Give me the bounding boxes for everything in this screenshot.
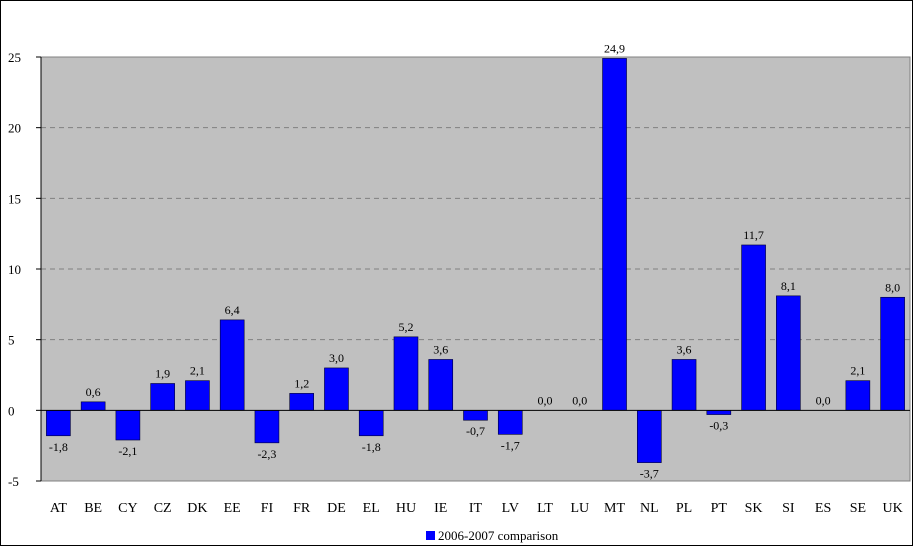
x-tick-label: FI	[261, 501, 274, 516]
bar	[880, 296, 905, 411]
x-tick-label: HU	[396, 501, 416, 516]
data-label: -0,7	[466, 424, 485, 438]
data-label: 8,0	[885, 280, 900, 294]
data-label: 8,1	[781, 279, 796, 293]
data-label: 0,0	[816, 393, 831, 407]
data-label: 0,6	[86, 385, 101, 399]
bar	[358, 410, 384, 437]
data-label: -2,1	[118, 444, 137, 458]
bar	[845, 380, 871, 411]
y-tick-label: 15	[8, 191, 21, 206]
bar	[602, 58, 627, 411]
x-tick-label: LT	[537, 501, 553, 516]
bar	[150, 383, 175, 411]
x-tick-label: ES	[815, 501, 831, 516]
data-label: 6,4	[225, 303, 240, 317]
y-tick-label: 20	[8, 121, 21, 136]
data-label: -2,3	[257, 447, 276, 461]
bar	[706, 410, 732, 415]
x-tick-label: LU	[570, 501, 589, 516]
y-tick-label: -5	[8, 474, 19, 489]
bar	[80, 401, 106, 411]
x-tick-label: NL	[640, 501, 659, 516]
x-tick-label: UK	[883, 501, 903, 516]
bar	[185, 380, 210, 411]
x-tick-label: DE	[327, 501, 346, 516]
y-axis: -5 0 5 10 15 20 25	[8, 50, 42, 489]
bar	[636, 410, 662, 463]
legend: 2006-2007 comparison	[426, 528, 559, 543]
bar	[289, 393, 315, 411]
x-tick-label: BE	[84, 501, 102, 516]
x-tick-label: IE	[434, 501, 447, 516]
gridlines	[41, 56, 910, 341]
x-tick-label: EE	[224, 501, 241, 516]
bar	[393, 336, 419, 411]
x-tick-label: SE	[850, 501, 866, 516]
bar	[324, 367, 349, 411]
bar	[115, 410, 141, 441]
data-label: 0,0	[572, 393, 587, 407]
x-tick-label: PT	[711, 501, 728, 516]
data-label: 3,6	[677, 342, 692, 356]
x-tick-label: MT	[604, 501, 625, 516]
x-tick-label: EL	[363, 501, 380, 516]
data-label: 3,6	[433, 342, 448, 356]
y-tick-label: 25	[8, 50, 21, 65]
bar	[463, 410, 488, 421]
x-tick-label: LV	[502, 501, 519, 516]
data-label: 2,1	[850, 364, 865, 378]
data-label: 1,2	[294, 376, 309, 390]
bar	[219, 319, 245, 411]
bars	[46, 58, 905, 463]
x-tick-label: CY	[118, 501, 137, 516]
data-label: 11,7	[743, 228, 764, 242]
data-label: -3,7	[640, 467, 659, 481]
data-label: 0,0	[538, 393, 553, 407]
bar	[254, 410, 280, 444]
y-tick-label: 0	[8, 403, 15, 418]
y-tick-label: 10	[8, 262, 21, 277]
x-tick-label: SI	[782, 501, 795, 516]
data-label: -0,3	[709, 419, 728, 433]
data-label: -1,8	[362, 440, 381, 454]
x-tick-label: IT	[469, 501, 483, 516]
bar	[46, 410, 71, 437]
bar	[776, 295, 801, 411]
data-label: 5,2	[398, 320, 413, 334]
x-tick-label: AT	[50, 501, 68, 516]
x-tick-label: PL	[676, 501, 692, 516]
x-tick-label: SK	[745, 501, 763, 516]
legend-label: 2006-2007 comparison	[438, 528, 559, 543]
y-tick-label: 5	[8, 333, 15, 348]
x-axis: AT BE CY CZ DK EE FI FR DE EL HU IE IT LV LT LU MT NL PL PT…	[41, 409, 910, 516]
data-label: 24,9	[604, 41, 625, 55]
data-label: 1,9	[155, 366, 170, 380]
bar	[671, 359, 697, 411]
data-labels: -1,8 0,6 -2,1 1,9 2,1 6,4 -2,3 1,2 3,0 -1,8 5,2 3,6…	[49, 41, 900, 480]
x-tick-label: CZ	[154, 501, 172, 516]
bar	[741, 244, 766, 411]
x-tick-label: DK	[187, 501, 207, 516]
data-label: -1,7	[501, 438, 520, 452]
bar	[428, 359, 454, 411]
data-label: 2,1	[190, 364, 205, 378]
bar	[497, 410, 523, 435]
data-label: 3,0	[329, 351, 344, 365]
x-tick-label: FR	[293, 501, 311, 516]
data-label: -1,8	[49, 440, 68, 454]
legend-swatch	[426, 531, 435, 540]
